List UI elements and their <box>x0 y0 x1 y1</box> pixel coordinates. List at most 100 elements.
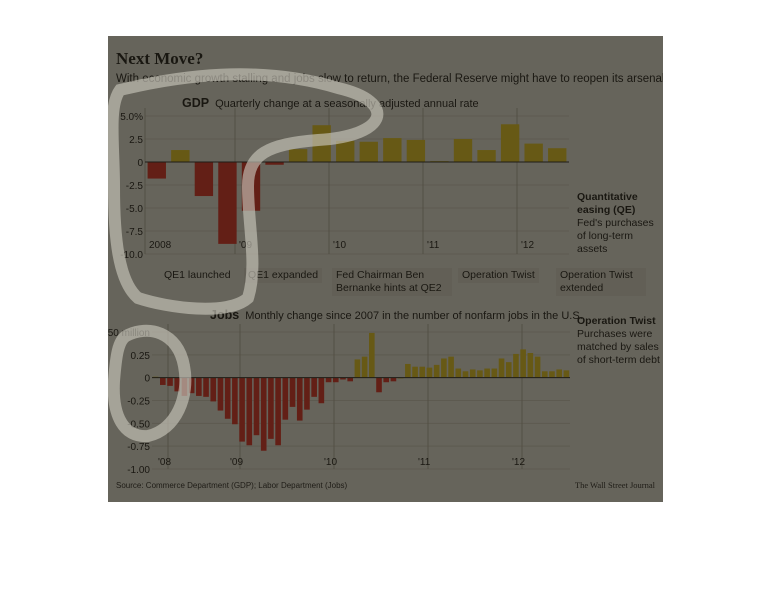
gdp-panel-subtitle: Quarterly change at a seasonally adjuste… <box>215 98 479 110</box>
bar <box>390 377 397 382</box>
bar <box>304 377 310 410</box>
gdp-panel-title: GDP <box>182 96 210 110</box>
jobs-panel-subtitle: Monthly change since 2007 in the number … <box>245 310 583 322</box>
bar <box>167 377 173 386</box>
jobs-panel-heading: Jobs Monthly change since 2007 in the num… <box>210 306 583 324</box>
x-tick-label: 2008 <box>149 240 172 251</box>
x-tick-label: '09 <box>230 457 243 468</box>
bar <box>383 138 402 162</box>
x-tick-label: '11 <box>427 240 440 251</box>
y-tick-label: 0.25 <box>131 351 151 362</box>
sidebar-twist-title: Operation Twist <box>577 315 656 327</box>
bar <box>311 377 317 397</box>
bar <box>505 362 512 378</box>
bar <box>174 377 181 392</box>
bar <box>253 377 260 436</box>
bar <box>491 368 498 378</box>
bar <box>260 377 267 451</box>
bar <box>203 377 209 397</box>
gdp-panel-heading: GDP Quarterly change at a seasonally adju… <box>182 94 479 112</box>
event-label-qe1-launched: QE1 launched <box>164 269 231 281</box>
y-tick-label: -0.75 <box>127 442 150 453</box>
bar <box>469 369 476 378</box>
y-tick-label: -1.00 <box>127 465 150 476</box>
y-tick-label: -5.0 <box>126 204 144 215</box>
bar <box>524 143 543 162</box>
bar <box>376 377 382 393</box>
bar <box>448 356 454 378</box>
sidebar-qe-title: Quantitative easing (QE) <box>577 191 638 216</box>
bar <box>275 377 281 446</box>
event-label-qe1-expanded: QE1 expanded <box>244 268 323 283</box>
y-tick-label: -7.5 <box>126 227 144 238</box>
bar <box>171 150 190 162</box>
x-tick-label: '10 <box>324 457 337 468</box>
bar <box>412 366 418 378</box>
bar <box>455 368 462 378</box>
bar <box>332 377 339 383</box>
bar <box>246 377 253 446</box>
bar <box>318 377 325 404</box>
x-tick-label: '11 <box>418 457 431 468</box>
bar <box>224 377 231 419</box>
bar <box>534 356 541 378</box>
bar <box>232 377 238 425</box>
bar <box>296 377 303 421</box>
sidebar-qe-description: Fed's purchases of long-term assets <box>577 217 654 255</box>
y-tick-label: 0.50 million <box>108 328 150 339</box>
bar <box>477 150 496 162</box>
y-tick-label: 0 <box>144 374 150 385</box>
bar <box>289 377 296 407</box>
bar <box>556 369 563 378</box>
bar <box>312 125 331 162</box>
bar <box>282 377 289 420</box>
bar <box>188 377 195 394</box>
y-tick-label: -0.50 <box>127 419 150 430</box>
bar <box>147 162 166 179</box>
x-tick-label: '08 <box>158 457 171 468</box>
jobs-panel-title: Jobs <box>210 308 240 322</box>
y-tick-label: 5.0% <box>120 112 143 123</box>
figure-subtitle: With economic growth stalling and jobs s… <box>116 73 663 85</box>
bar <box>159 377 166 385</box>
bar <box>462 371 469 378</box>
bar <box>549 371 555 378</box>
x-tick-label: '09 <box>239 240 252 251</box>
bar <box>405 363 411 378</box>
event-label-qe2-hint: Fed Chairman Ben Bernanke hints at QE2 <box>332 268 452 296</box>
bar <box>383 377 390 383</box>
bar <box>419 366 426 378</box>
x-tick-label: '12 <box>512 457 525 468</box>
y-tick-label: -10.0 <box>120 250 143 261</box>
x-tick-label: '12 <box>521 240 534 251</box>
bar <box>347 377 354 382</box>
bar <box>181 377 188 396</box>
y-tick-label: 0 <box>137 158 143 169</box>
bar <box>217 377 224 411</box>
bar <box>368 332 375 378</box>
bar <box>268 377 274 439</box>
bar <box>541 371 548 378</box>
figure-title: Next Move? <box>116 49 204 68</box>
bar <box>361 356 368 378</box>
bar <box>548 148 567 162</box>
event-label-operation-twist-extended: Operation Twist extended <box>556 268 646 296</box>
bar <box>513 353 519 378</box>
sidebar-qe: Quantitative easing (QE) Fed's purchases… <box>577 191 663 256</box>
bar <box>498 358 505 378</box>
bar <box>336 140 355 162</box>
credit-line: The Wall Street Journal <box>574 480 655 490</box>
bar <box>433 364 440 378</box>
event-label-operation-twist: Operation Twist <box>458 268 539 283</box>
bar <box>239 377 245 442</box>
sidebar-twist: Operation Twist Purchases were matched b… <box>577 315 663 367</box>
y-tick-label: 2.5 <box>129 135 143 146</box>
bar <box>406 139 426 162</box>
bar <box>441 358 447 378</box>
bar <box>218 162 237 244</box>
bar <box>520 349 526 378</box>
bar <box>453 139 473 162</box>
bar <box>484 368 490 378</box>
bar <box>196 377 202 396</box>
bar <box>527 353 534 378</box>
